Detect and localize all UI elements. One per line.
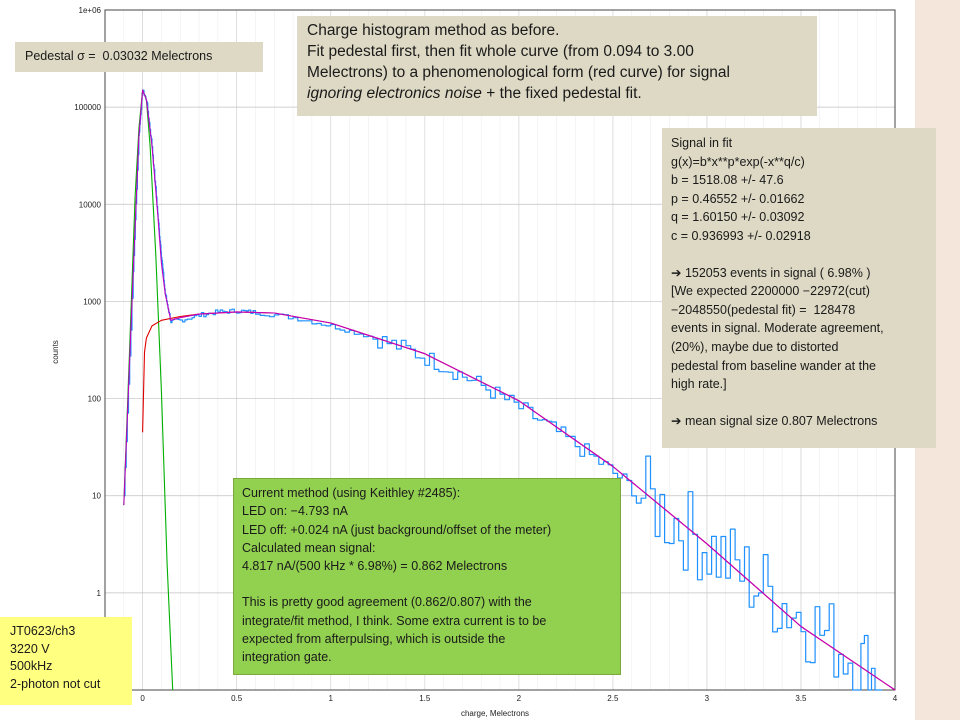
series-total-fit — [123, 89, 896, 691]
method-line-3: Melectrons) to a phenomenological form (… — [307, 64, 730, 81]
method-line-4-rest: + the fixed pedestal fit. — [481, 85, 642, 102]
pedestal-sigma-text: Pedestal σ = 0.03032 Melectrons — [25, 49, 213, 63]
signal-note-6: high rate.] — [671, 377, 727, 392]
y-tick-label: 10000 — [79, 200, 102, 209]
y-tick-label: 1 — [97, 589, 102, 598]
current-line-4: Calculated mean signal: — [242, 540, 376, 555]
current-line-3: LED off: +0.024 nA (just background/offs… — [242, 522, 552, 537]
x-tick-label: 0.5 — [231, 694, 243, 703]
signal-fit-box: Signal in fit g(x)=b*x**p*exp(-x**q/c) b… — [662, 128, 936, 448]
signal-note-3: events in signal. Moderate agreement, — [671, 321, 884, 336]
current-line-2: LED on: −4.793 nA — [242, 504, 348, 519]
current-line-9: integration gate. — [242, 650, 332, 665]
signal-fit-b: b = 1518.08 +/- 47.6 — [671, 173, 784, 188]
method-line-4: ignoring electronics noise + the fixed p… — [307, 83, 817, 104]
x-tick-label: 1.5 — [419, 694, 431, 703]
x-axis-label: charge, Melectrons — [461, 709, 529, 718]
current-line-5: 4.817 nA/(500 kHz * 6.98%) = 0.862 Melec… — [242, 559, 508, 574]
signal-note-1: [We expected 2200000 −22972(cut) — [671, 284, 870, 299]
signal-fit-p: p = 0.46552 +/- 0.01662 — [671, 191, 805, 206]
method-line-4-italic: ignoring electronics noise — [307, 85, 482, 102]
signal-fit-q: q = 1.60150 +/- 0.03092 — [671, 210, 805, 225]
pedestal-sigma-box: Pedestal σ = 0.03032 Melectrons — [15, 42, 263, 72]
x-tick-label: 0 — [140, 694, 145, 703]
x-tick-label: 3 — [705, 694, 710, 703]
method-line-2: Fit pedestal first, then fit whole curve… — [307, 43, 694, 60]
run-info-line-1: JT0623/ch3 — [10, 624, 76, 638]
y-tick-label: 10 — [92, 492, 101, 501]
run-info-line-4: 2-photon not cut — [10, 676, 101, 691]
series-group — [123, 89, 896, 691]
current-method-box: Current method (using Keithley #2485): L… — [233, 478, 621, 675]
spacer — [671, 394, 932, 412]
method-line-1: Charge histogram method as before. — [307, 22, 560, 39]
y-tick-label: 1000 — [83, 297, 101, 306]
spacer — [242, 575, 616, 593]
signal-events: ➔ 152053 events in signal ( 6.98% ) — [671, 265, 871, 280]
x-tick-label: 1 — [328, 694, 333, 703]
x-tick-label: 4 — [893, 694, 898, 703]
signal-mean: ➔ mean signal size 0.807 Melectrons — [671, 413, 878, 428]
current-line-6: This is pretty good agreement (0.862/0.8… — [242, 595, 532, 610]
axis-ticks: 0 0.5 1 1.5 2 2.5 3 3.5 4 1e+06 100000 10000 1000 100… — [74, 6, 897, 703]
signal-fit-formula: g(x)=b*x**p*exp(-x**q/c) — [671, 154, 805, 169]
y-axis-label: counts — [51, 340, 60, 364]
signal-fit-heading: Signal in fit — [671, 136, 733, 150]
signal-note-4: (20%), maybe due to distorted — [671, 339, 839, 354]
current-line-7: integrate/fit method, I think. Some extr… — [242, 613, 547, 628]
signal-note-5: pedestal from baseline wander at the — [671, 358, 876, 373]
spacer — [671, 246, 932, 264]
x-tick-label: 2.5 — [607, 694, 619, 703]
y-tick-label: 100 — [88, 395, 102, 404]
y-tick-label: 100000 — [74, 103, 101, 112]
run-info-line-2: 3220 V — [10, 641, 50, 656]
signal-note-2: −2048550(pedestal fit) = 128478 — [671, 302, 856, 317]
series-pedestal-fit — [123, 89, 174, 691]
x-tick-label: 2 — [517, 694, 522, 703]
method-description-box: Charge histogram method as before. Fit p… — [297, 16, 817, 116]
current-line-8: expected from afterpulsing, which is out… — [242, 632, 506, 647]
run-info-box: JT0623/ch3 3220 V 500kHz 2-photon not cu… — [0, 617, 132, 705]
signal-fit-c: c = 0.936993 +/- 0.02918 — [671, 228, 811, 243]
current-line-1: Current method (using Keithley #2485): — [242, 486, 461, 500]
run-info-line-3: 500kHz — [10, 659, 53, 673]
x-tick-label: 3.5 — [795, 694, 807, 703]
y-tick-label: 1e+06 — [79, 6, 102, 15]
